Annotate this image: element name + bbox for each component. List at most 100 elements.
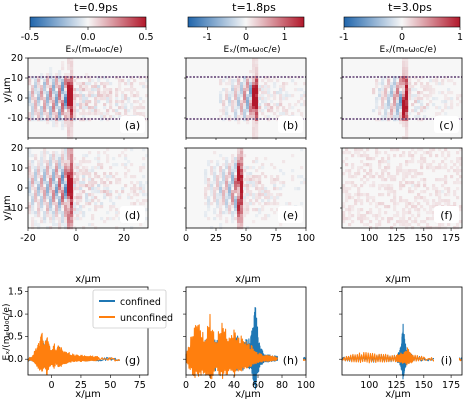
map-xtick-label: 125 [387,233,405,244]
map-cell [231,196,235,200]
map-cell [405,67,409,71]
map-cell [28,184,32,188]
map-cell [85,154,89,158]
map-cell [243,169,247,173]
map-cell [219,100,223,104]
map-cell [225,115,229,119]
map-cell [246,121,250,125]
map-cell [52,208,56,212]
map-cell [411,103,415,107]
map-cell [399,118,403,122]
map-cell [67,181,71,185]
map-cell [124,175,128,179]
map-cell [46,211,50,215]
map-cell [438,190,442,194]
map-cell [228,79,232,83]
map-cell [115,211,119,215]
map-cell [82,115,86,119]
colorbar-1 [187,16,305,28]
map-cell [402,223,406,227]
map-cell [231,211,235,215]
map-cell [100,217,104,221]
map-cell [82,169,86,173]
map-cell [58,154,62,158]
map-cell [52,157,56,161]
map-cell [31,187,35,191]
map-cell [402,76,406,80]
map-cell [249,193,253,197]
map-cell [34,175,38,179]
map-cell [255,94,259,98]
map-cell [348,175,352,179]
map-cell [426,82,430,86]
map-cell [58,190,62,194]
map-cell [393,106,397,110]
map-cell [91,187,95,191]
map-cell [28,94,32,98]
map-cell [294,88,298,92]
map-cell [249,97,253,101]
map-cell [216,160,220,164]
map-cell [55,166,59,170]
map-cell [426,88,430,92]
map-cell [219,94,223,98]
map-cell [204,196,208,200]
map-cell [399,112,403,116]
map-cell [40,175,44,179]
map-cell [264,157,268,161]
map-cell [67,160,71,164]
map-cell [210,202,214,206]
map-cell [67,121,71,125]
map-cell [240,82,244,86]
map-cell [246,106,250,110]
map-cell [228,91,232,95]
panel-letter-bg [120,351,145,368]
map-cell [55,172,59,176]
map-cell [270,106,274,110]
map-cell [52,187,56,191]
map-cell [384,88,388,92]
map-cell [106,97,110,101]
map-cell [58,157,62,161]
map-cell [82,214,86,218]
map-cell [225,109,229,113]
map-cell [46,79,50,83]
map-cell [94,196,98,200]
map-cell [408,169,412,173]
map-cell [49,175,53,179]
map-cell [213,199,217,203]
map-cell [375,223,379,227]
map-cell [399,121,403,125]
map-cell [414,94,418,98]
map-cell [85,103,89,107]
map-cell [64,205,68,209]
map-cell [264,88,268,92]
map-cell [234,91,238,95]
map-cell [384,106,388,110]
map-cell [279,100,283,104]
map-cell [282,181,286,185]
map-cell [279,169,283,173]
map-cell [372,184,376,188]
map-cell [399,109,403,113]
map-cell [64,217,68,221]
map-cell [136,106,140,110]
map-cell [124,148,128,152]
map-cell [405,202,409,206]
map-cell [411,205,415,209]
map-cell [246,190,250,194]
map-cell [240,154,244,158]
map-cell [240,151,244,155]
map-cell [420,166,424,170]
map-cell [261,79,265,83]
map-cell [357,148,361,152]
map-cell [423,208,427,212]
map-cell [303,178,307,182]
map-cell [55,184,59,188]
map-cell [372,88,376,92]
map-cell [288,106,292,110]
map-cell [64,190,68,194]
map-cell [70,175,74,179]
map-cell [52,94,56,98]
map-cell [228,97,232,101]
